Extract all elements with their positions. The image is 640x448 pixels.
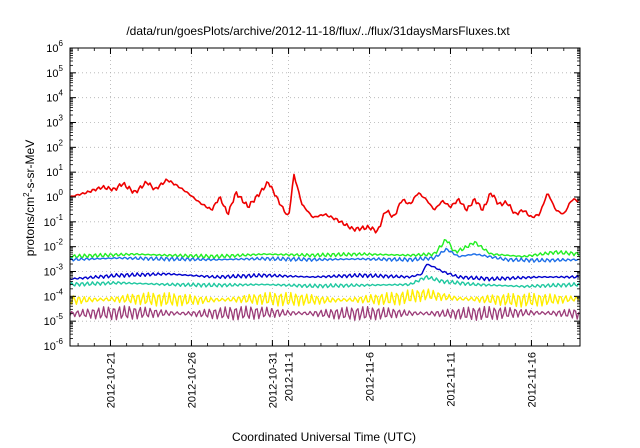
- x-tick-label: 2012-10-31: [267, 352, 279, 408]
- series-line-7: [70, 305, 580, 321]
- x-axis: 2012-10-21 2012-10-26 2012-10-31 2012-11-1 2…: [77, 48, 565, 408]
- series-line-3: [70, 247, 580, 263]
- y-axis: 106 105 104 103 102 101 100 10-1 10-2 10-3 10-4 10-…: [44, 39, 580, 353]
- y-tick-label: 10-2: [44, 238, 64, 254]
- y-tick-label: 104: [46, 89, 63, 105]
- y-tick-label: 10-1: [44, 213, 64, 229]
- y-tick-label: 102: [46, 138, 63, 154]
- chart-title: /data/run/goesPlots/archive/2012-11-18/f…: [126, 24, 510, 38]
- x-tick-label: 2012-10-21: [105, 352, 117, 408]
- y-tick-label: 103: [46, 114, 63, 130]
- y-tick-label: 101: [46, 163, 63, 179]
- series-line-2: [70, 239, 580, 260]
- y-tick-label: 105: [46, 64, 63, 80]
- y-tick-label: 100: [46, 188, 63, 204]
- y-tick-label: 10-6: [44, 337, 64, 353]
- x-tick-label: 2012-11-16: [526, 352, 538, 407]
- y-tick-label: 10-3: [44, 263, 64, 279]
- series-group: [70, 173, 580, 321]
- series-line-1: [70, 173, 580, 234]
- x-tick-label: 2012-11-6: [365, 352, 377, 401]
- y-tick-label: 10-4: [44, 287, 64, 303]
- y-axis-label: protons/cm2-s-sr-MeV: [22, 140, 37, 256]
- series-line-4: [70, 263, 580, 282]
- y-tick-label: 106: [46, 39, 63, 55]
- y-tick-label: 10-5: [44, 312, 64, 328]
- x-tick-label: 2012-11-11: [445, 352, 457, 407]
- series-line-5: [70, 275, 580, 289]
- x-tick-label: 2012-10-26: [186, 352, 198, 408]
- x-tick-label: 2012-11-1: [284, 352, 296, 401]
- series-line-6: [70, 288, 580, 308]
- x-axis-label: Coordinated Universal Time (UTC): [232, 430, 416, 444]
